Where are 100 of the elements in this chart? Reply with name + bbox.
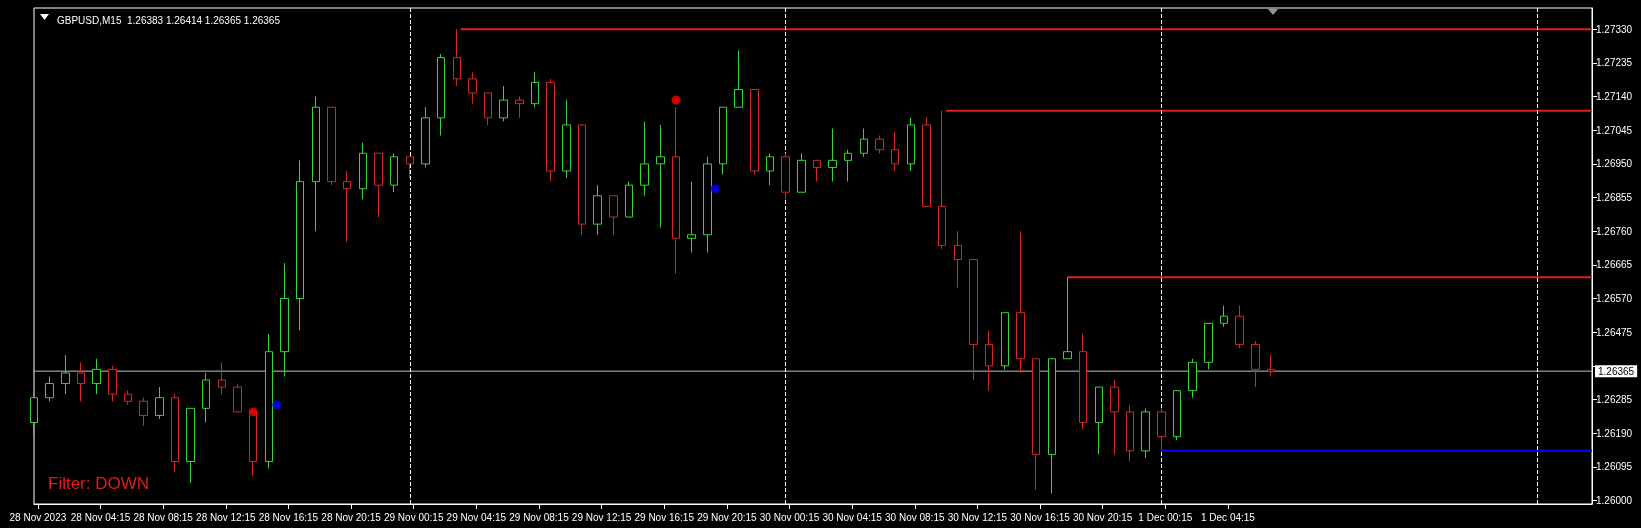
- candlestick: [92, 358, 101, 395]
- candlestick: [171, 393, 179, 473]
- candlestick: [593, 184, 602, 236]
- candlestick: [1251, 340, 1260, 388]
- candlestick: [687, 181, 696, 253]
- y-tick-label: 1.26285: [1596, 393, 1633, 405]
- candlestick: [202, 372, 210, 424]
- candlestick: [1032, 358, 1040, 491]
- x-tick-label: 29 Nov 16:15: [634, 511, 695, 523]
- point: [248, 407, 258, 417]
- candlestick: [453, 28, 461, 87]
- candlestick: [233, 383, 242, 413]
- candlestick: [280, 262, 289, 377]
- candlestick: [1235, 305, 1244, 349]
- x-tick-label: 28 Nov 20:15: [321, 511, 382, 523]
- candlestick: [781, 152, 790, 200]
- candlestick: [891, 131, 899, 172]
- x-tick-label: 30 Nov 16:15: [1010, 511, 1071, 523]
- candlestick: [985, 329, 993, 392]
- candlestick: [515, 96, 524, 119]
- candlestick: [813, 159, 821, 183]
- point: [671, 95, 681, 105]
- candlestick: [437, 53, 445, 137]
- y-tick-label: 1.27330: [1596, 23, 1633, 35]
- x-tick-label: 30 Nov 00:15: [759, 511, 820, 523]
- candlestick: [719, 106, 727, 176]
- x-tick-label: 30 Nov 20:15: [1072, 511, 1133, 523]
- ref-line-label: 1.26365: [1598, 365, 1635, 377]
- candlestick: [656, 124, 665, 229]
- y-tick-label: 1.26000: [1596, 494, 1633, 506]
- candlestick: [139, 397, 148, 427]
- candlestick: [640, 120, 649, 197]
- candlestick: [374, 152, 383, 218]
- candlestick: [124, 390, 132, 406]
- point: [710, 184, 720, 194]
- text: GBPUSD,M15 1.26383 1.26414 1.26365 1.26365: [57, 14, 281, 26]
- y-tick-label: 1.26570: [1596, 293, 1633, 305]
- candlestick: [343, 170, 351, 243]
- candlestick: [562, 99, 571, 179]
- x-tick-label: 30 Nov 08:15: [885, 511, 945, 523]
- x-tick-label: 1 Dec 00:15: [1138, 511, 1193, 523]
- candlestick: [922, 117, 931, 207]
- y-tick-label: 1.26950: [1596, 158, 1633, 170]
- x-tick-label: 28 Nov 08:15: [133, 511, 194, 523]
- y-tick-label: 1.27235: [1596, 57, 1633, 69]
- candlestick: [1267, 354, 1275, 377]
- candlestick: [1016, 230, 1025, 374]
- candlestick: [484, 92, 492, 126]
- x-tick-label: 29 Nov 12:15: [571, 511, 632, 523]
- candlestick: [828, 127, 837, 183]
- candlestick: [186, 407, 195, 484]
- candlestick: [1079, 333, 1087, 431]
- candlestick: [296, 159, 304, 331]
- candlestick: [249, 407, 257, 477]
- x-tick-label: 28 Nov 12:15: [196, 511, 256, 523]
- y-tick-label: 1.26190: [1596, 427, 1633, 439]
- candlestick: [45, 375, 54, 402]
- candlestick: [672, 106, 680, 275]
- y-tick-label: 1.26095: [1596, 461, 1633, 473]
- candlestick: [1141, 407, 1150, 459]
- annotation: Filter: DOWN: [48, 474, 150, 493]
- candlestick: [625, 181, 633, 218]
- y-tick-label: 1.27140: [1596, 91, 1633, 103]
- candlestick: [1048, 358, 1056, 494]
- candlestick: [531, 71, 539, 108]
- candlestick: [750, 88, 759, 176]
- x-tick-label: 29 Nov 04:15: [446, 511, 507, 523]
- candlestick: [421, 106, 430, 168]
- candlestick: [954, 230, 962, 289]
- x-tick-label: 28 Nov 16:15: [258, 511, 319, 523]
- x-tick-label: 29 Nov 00:15: [383, 511, 444, 523]
- candlestick: [312, 96, 320, 232]
- y-tick-label: 1.26475: [1596, 326, 1633, 338]
- candlestick: [1220, 305, 1228, 328]
- candlestick: [218, 361, 226, 395]
- candlestick: [1157, 407, 1166, 452]
- candlestick: [969, 259, 978, 381]
- candlestick: [1063, 276, 1072, 360]
- candlestick: [907, 117, 915, 172]
- candlestick: [1110, 379, 1119, 455]
- y-tick-label: 1.26855: [1596, 192, 1633, 204]
- x-tick-label: 1 Dec 04:15: [1200, 511, 1256, 523]
- point: [272, 400, 282, 410]
- candlestick: [875, 135, 884, 154]
- y-tick-label: 1.27045: [1596, 124, 1633, 136]
- candlestick: [578, 124, 586, 236]
- candlestick: [390, 152, 398, 193]
- candlestick: [734, 50, 743, 108]
- candlestick: [77, 361, 85, 402]
- y-tick-label: 1.26760: [1596, 225, 1633, 237]
- candlestick: [797, 152, 806, 193]
- candlestick: [1204, 322, 1213, 370]
- candlestick: [406, 156, 414, 179]
- candlestick: [938, 110, 946, 250]
- candlestick: [108, 365, 117, 402]
- y-tick-label: 1.26665: [1596, 259, 1633, 271]
- x-tick-label: 30 Nov 12:15: [947, 511, 1008, 523]
- x-tick-label: 28 Nov 2023: [9, 511, 67, 523]
- candlestick: [1188, 358, 1197, 399]
- candlestick: [327, 106, 336, 186]
